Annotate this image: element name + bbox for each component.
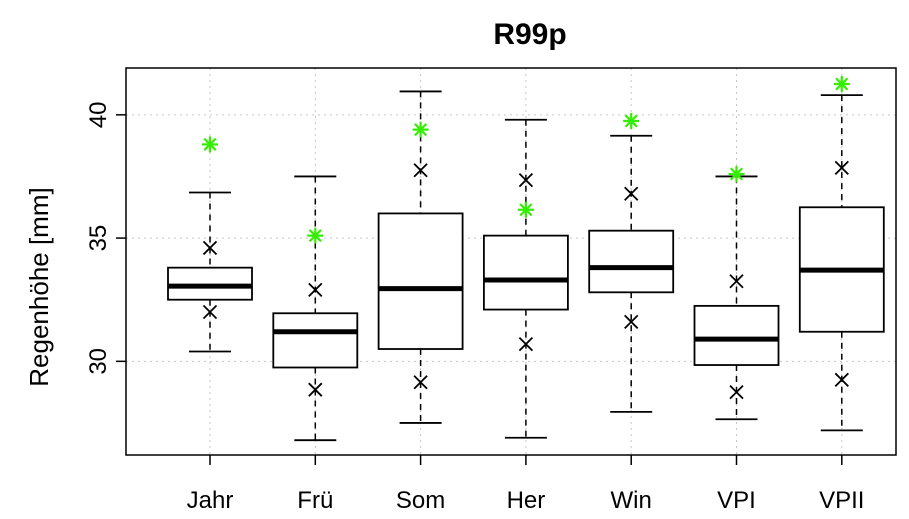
box-Jahr [167,191,253,353]
x-marker-stroke [202,304,218,320]
x-marker [202,240,218,256]
markers-group [202,76,850,400]
star-marker [202,136,218,153]
chart-title: R99p [493,18,566,51]
star-stroke [203,137,217,151]
x-tick-label: Som [396,487,445,514]
star-marker [728,165,745,182]
star-marker [623,112,640,129]
star-stroke [624,114,638,128]
y-tick-label: 30 [85,348,112,375]
x-marker [834,160,849,175]
x-tick-label: Jahr [187,487,234,514]
x-marker [729,274,744,289]
star-stroke [519,203,533,217]
box-body [693,304,780,366]
star-stroke [835,77,849,91]
star-stroke [414,123,428,137]
x-marker-stroke [518,173,534,188]
x-marker-stroke [413,375,428,390]
x-marker [308,382,323,397]
x-tick-label: VPII [819,487,864,514]
star-stroke [729,167,744,181]
y-tick-label: 40 [85,101,112,128]
box-Som [377,90,464,424]
x-marker [202,304,218,320]
box-body [272,312,359,369]
x-tick-label: Frü [297,487,333,514]
box-VPI [693,175,780,421]
x-marker [624,314,639,330]
x-marker-stroke [624,186,639,201]
x-marker-stroke [729,385,744,400]
x-marker-stroke [308,282,323,297]
x-marker [518,173,534,188]
x-marker [413,375,428,390]
star-marker [833,76,850,93]
y-axis-label: Regenhöhe [mm] [24,187,54,386]
x-marker [624,186,639,201]
boxes-group [167,90,885,442]
star-marker [412,121,429,138]
star-stroke [308,229,322,243]
x-tick-label: Her [507,487,546,514]
star-marker [517,201,534,218]
x-marker-stroke [624,314,639,330]
x-marker-stroke [202,240,218,256]
x-marker-stroke [518,336,534,352]
x-marker [729,385,744,400]
x-marker-stroke [834,160,849,175]
y-tick-label: 35 [85,225,112,252]
plot-frame [125,67,897,456]
box-VPII [798,94,885,432]
x-marker [834,372,849,387]
x-marker [518,336,534,352]
x-marker [308,282,323,297]
x-marker-stroke [729,274,744,289]
x-marker-stroke [308,382,323,397]
box-body [377,212,464,350]
box-body [588,229,675,294]
x-marker-stroke [413,163,428,178]
box-Her [482,118,569,439]
x-marker [413,163,428,178]
star-marker [307,227,324,244]
x-marker-stroke [834,372,849,387]
box-Win [588,134,675,413]
box-body [482,234,569,311]
x-tick-label: Win [611,487,652,514]
axes-group: 30 35 40 Jahr Frü Som Her Win VPI VPII [85,101,864,514]
x-tick-label: VPI [717,487,756,514]
